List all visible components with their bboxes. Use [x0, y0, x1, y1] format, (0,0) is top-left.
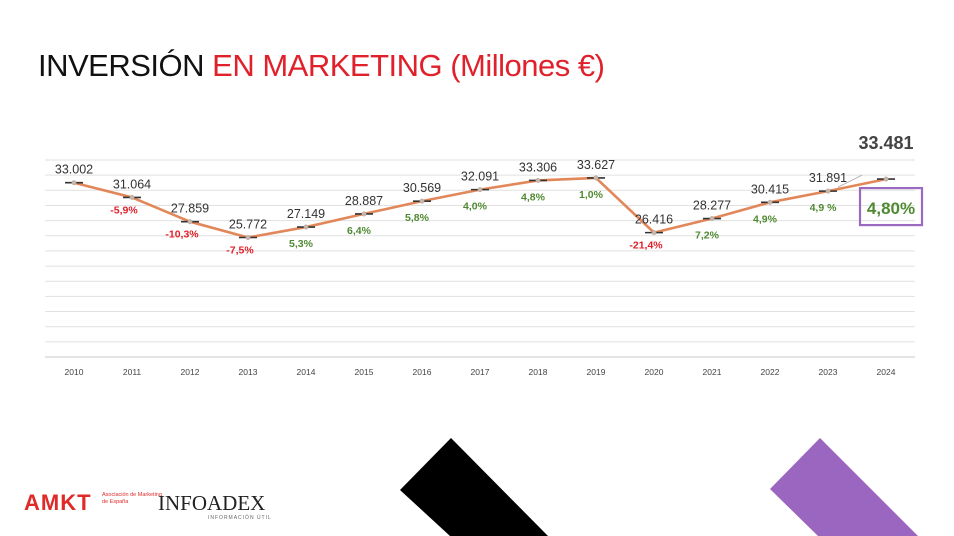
infoadex-logo: INFOADEX INFORMACIÓN ÚTIL [158, 491, 271, 521]
data-point [361, 211, 367, 217]
data-value-label: 26.416 [635, 213, 673, 227]
change-label: 5,3% [289, 238, 314, 250]
data-value-label: 30.569 [403, 181, 441, 195]
data-value-label: 28.277 [693, 199, 731, 213]
data-value-label: 33.002 [55, 163, 93, 177]
data-value-label: 27.149 [287, 207, 325, 221]
data-value-label: 33.627 [577, 158, 615, 172]
x-tick-label: 2021 [703, 367, 722, 377]
change-label: 7,2% [695, 230, 720, 242]
data-point [129, 194, 135, 200]
x-tick-label: 2023 [819, 367, 838, 377]
change-label: -21,4% [629, 240, 663, 252]
data-point [187, 219, 193, 225]
x-tick-label: 2016 [413, 367, 432, 377]
x-tick-label: 2012 [181, 367, 200, 377]
infoadex-logo-subtitle: INFORMACIÓN ÚTIL [208, 515, 272, 521]
x-tick-label: 2018 [529, 367, 548, 377]
leader-line [837, 174, 863, 188]
x-tick-label: 2011 [123, 367, 142, 377]
data-value-label: 25.772 [229, 217, 267, 231]
data-value-label: 30.415 [751, 182, 789, 196]
data-value-label: 32.091 [461, 170, 499, 184]
change-label: -10,3% [165, 229, 199, 241]
data-value-label: 33.306 [519, 160, 557, 174]
amkt-logo-mark: AMKT [24, 490, 92, 515]
change-label: 6,4% [347, 225, 372, 237]
change-label: 1,0% [579, 189, 604, 201]
change-label: -7,5% [226, 244, 254, 256]
data-point [535, 177, 541, 183]
data-point [825, 188, 831, 194]
data-point [477, 187, 483, 193]
data-point [767, 199, 773, 205]
highlight-box [858, 186, 924, 227]
x-tick-label: 2017 [471, 367, 490, 377]
change-label: 5,8% [405, 212, 430, 224]
slide-title: INVERSIÓN EN MARKETING (Millones €) [38, 48, 605, 84]
title-part-2: EN MARKETING (Millones €) [212, 48, 605, 83]
infoadex-logo-mark: INFOADEX [158, 491, 266, 515]
purple-diagonal-shape [770, 438, 918, 536]
data-value-label: 28.887 [345, 194, 383, 208]
data-point [593, 175, 599, 181]
data-value-label: 31.064 [113, 177, 151, 191]
data-point [883, 176, 889, 182]
x-tick-label: 2010 [65, 367, 84, 377]
data-point [245, 235, 251, 240]
x-tick-label: 2013 [239, 367, 258, 377]
title-part-1: INVERSIÓN [38, 48, 213, 83]
data-value-label: 27.859 [171, 202, 209, 216]
data-value-label: 33.481 [858, 133, 913, 153]
x-tick-label: 2019 [587, 367, 606, 377]
data-point [419, 198, 425, 204]
amkt-logo-subtitle: Asociación de Marketing de España [102, 492, 162, 505]
x-tick-label: 2022 [761, 367, 780, 377]
change-label: 4,9 % [810, 202, 838, 214]
amkt-logo: AMKT Asociación de Marketing de España [24, 490, 162, 516]
data-point [71, 180, 77, 186]
data-point [303, 224, 309, 230]
data-value-label: 31.891 [809, 171, 847, 185]
change-label: 4,9% [753, 213, 778, 225]
data-point [709, 216, 715, 221]
x-tick-label: 2020 [645, 367, 664, 377]
change-label: -5,9% [110, 204, 138, 216]
change-label: 4,0% [463, 201, 488, 213]
change-label: 4,8% [521, 191, 546, 203]
change-label: 4,80% [867, 199, 915, 218]
x-tick-label: 2024 [877, 367, 896, 377]
x-tick-label: 2015 [355, 367, 374, 377]
data-point [651, 230, 657, 236]
x-tick-label: 2014 [297, 367, 316, 377]
black-diagonal-shape [400, 438, 548, 536]
